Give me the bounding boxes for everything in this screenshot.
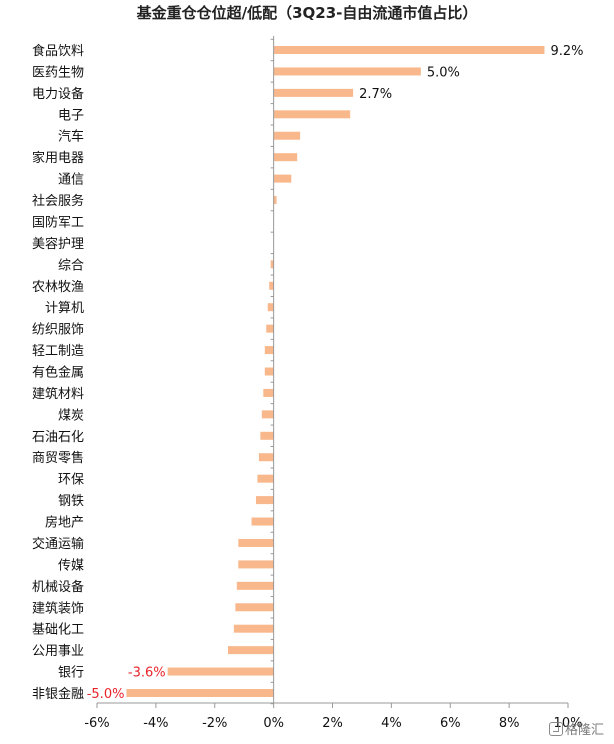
bar-28: [233, 624, 274, 633]
bar-7: [273, 174, 292, 183]
chart-title: 基金重仓仓位超/低配（3Q23-自由流通市值占比）: [136, 4, 478, 22]
data-label: -3.6%: [128, 666, 166, 681]
bar-11: [270, 260, 274, 269]
bar-6: [273, 153, 298, 162]
bar-14: [266, 324, 274, 333]
category-label: 家用电器: [32, 150, 84, 166]
bar-12: [269, 281, 274, 290]
x-tick-label: 4%: [381, 716, 402, 731]
bar-17: [263, 388, 274, 397]
category-label: 电力设备: [32, 86, 84, 102]
category-label: 电子: [58, 108, 84, 123]
category-label: 房地产: [45, 515, 84, 531]
x-tick-label: 6%: [440, 716, 461, 731]
bar-5: [273, 131, 301, 140]
category-label: 建筑材料: [32, 386, 84, 402]
category-label: 有色金属: [32, 365, 84, 381]
x-tick-label: 0%: [263, 716, 284, 731]
bar-23: [251, 517, 274, 526]
x-tick-label: -6%: [84, 716, 109, 731]
category-label: 医药生物: [32, 65, 84, 80]
bar-31: [126, 689, 274, 697]
bar-24: [238, 538, 274, 547]
category-label: 纺织服饰: [32, 323, 84, 338]
bar-25: [238, 560, 274, 569]
category-label: 机械设备: [32, 579, 84, 595]
category-label: 公用事业: [32, 644, 84, 659]
category-label: 钢铁: [58, 494, 84, 509]
category-label: 汽车: [58, 129, 84, 145]
category-label: 交通运输: [32, 536, 84, 552]
data-label: -5.0%: [87, 687, 125, 702]
category-label: 综合: [58, 258, 84, 273]
category-label: 通信: [58, 173, 84, 188]
category-label: 非银金融: [32, 686, 84, 702]
category-label: 基础化工: [32, 623, 84, 638]
bar-27: [235, 603, 274, 612]
category-label: 煤炭: [58, 408, 84, 423]
watermark-text: 格隆汇: [564, 723, 604, 738]
x-tick-label: 8%: [499, 716, 520, 731]
category-label: 轻工制造: [32, 344, 84, 359]
bar-29: [227, 646, 274, 655]
bar-16: [264, 367, 274, 376]
bar-3: [273, 88, 354, 97]
category-label: 建筑装饰: [32, 600, 84, 616]
data-label: 5.0%: [427, 65, 460, 80]
bar-13: [267, 303, 274, 312]
bar-15: [264, 346, 274, 355]
category-label: 美容护理: [32, 236, 84, 252]
x-tick-label: 10%: [554, 716, 583, 731]
bar-2: [273, 67, 421, 76]
bar-21: [257, 474, 274, 483]
x-tick-label: -4%: [143, 716, 168, 731]
logo-icon: [548, 721, 563, 736]
bar-30: [167, 667, 274, 676]
bar-8: [273, 196, 277, 205]
x-tick-label: -2%: [202, 716, 227, 731]
data-label: 9.2%: [550, 44, 583, 59]
bar-26: [236, 581, 274, 590]
bar-18: [261, 410, 274, 419]
category-label: 商贸零售: [32, 450, 84, 466]
category-label: 石油石化: [32, 430, 84, 445]
category-label: 食品饮料: [32, 43, 84, 59]
category-label: 国防军工: [32, 214, 84, 230]
data-label: 2.7%: [359, 87, 392, 102]
bar-1: [273, 46, 545, 54]
category-label: 环保: [58, 473, 84, 488]
category-label: 计算机: [45, 301, 84, 316]
bar-22: [255, 496, 274, 505]
category-label: 农林牧渔: [32, 280, 84, 295]
category-label: 银行: [58, 666, 84, 681]
bar-19: [260, 431, 274, 440]
category-label: 传媒: [58, 558, 84, 573]
bar-4: [273, 110, 351, 119]
watermark: 格隆汇: [548, 719, 604, 738]
category-label: 社会服务: [32, 193, 84, 209]
x-tick-label: 2%: [322, 716, 343, 731]
bar-20: [258, 453, 274, 462]
